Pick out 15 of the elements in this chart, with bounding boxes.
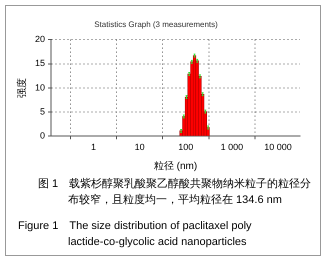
y-tick-label: 15 xyxy=(34,58,46,68)
y-tick-label: 5 xyxy=(40,106,46,117)
y-tick-label: 10 xyxy=(34,82,46,92)
caption: Figure 1 The size distribution of paclitaxel poly lactide-co-glycolic acid nanoparticles xyxy=(18,219,253,250)
y-tick-label: 0 xyxy=(40,130,46,141)
x-tick-label: 100 xyxy=(178,142,194,152)
y-tick-label: 20 xyxy=(34,34,46,44)
x-tick-label: 1 000 xyxy=(220,142,244,152)
x-tick-label: 10 xyxy=(134,142,145,152)
chart-title: Statistics Graph (3 measurements) xyxy=(94,20,218,30)
caption: 图 1 载紫杉醇聚乳酸聚乙醇酸共聚物纳米粒子的粒径分布较窄，且粒度均一，平均粒径在 134.6 nm xyxy=(38,176,312,208)
y-axis-title: 强度 xyxy=(16,78,28,98)
x-tick-label: 1 xyxy=(90,142,96,152)
x-axis-title: 粒径 (nm) xyxy=(154,160,198,172)
x-tick-label: 10 000 xyxy=(264,142,292,152)
